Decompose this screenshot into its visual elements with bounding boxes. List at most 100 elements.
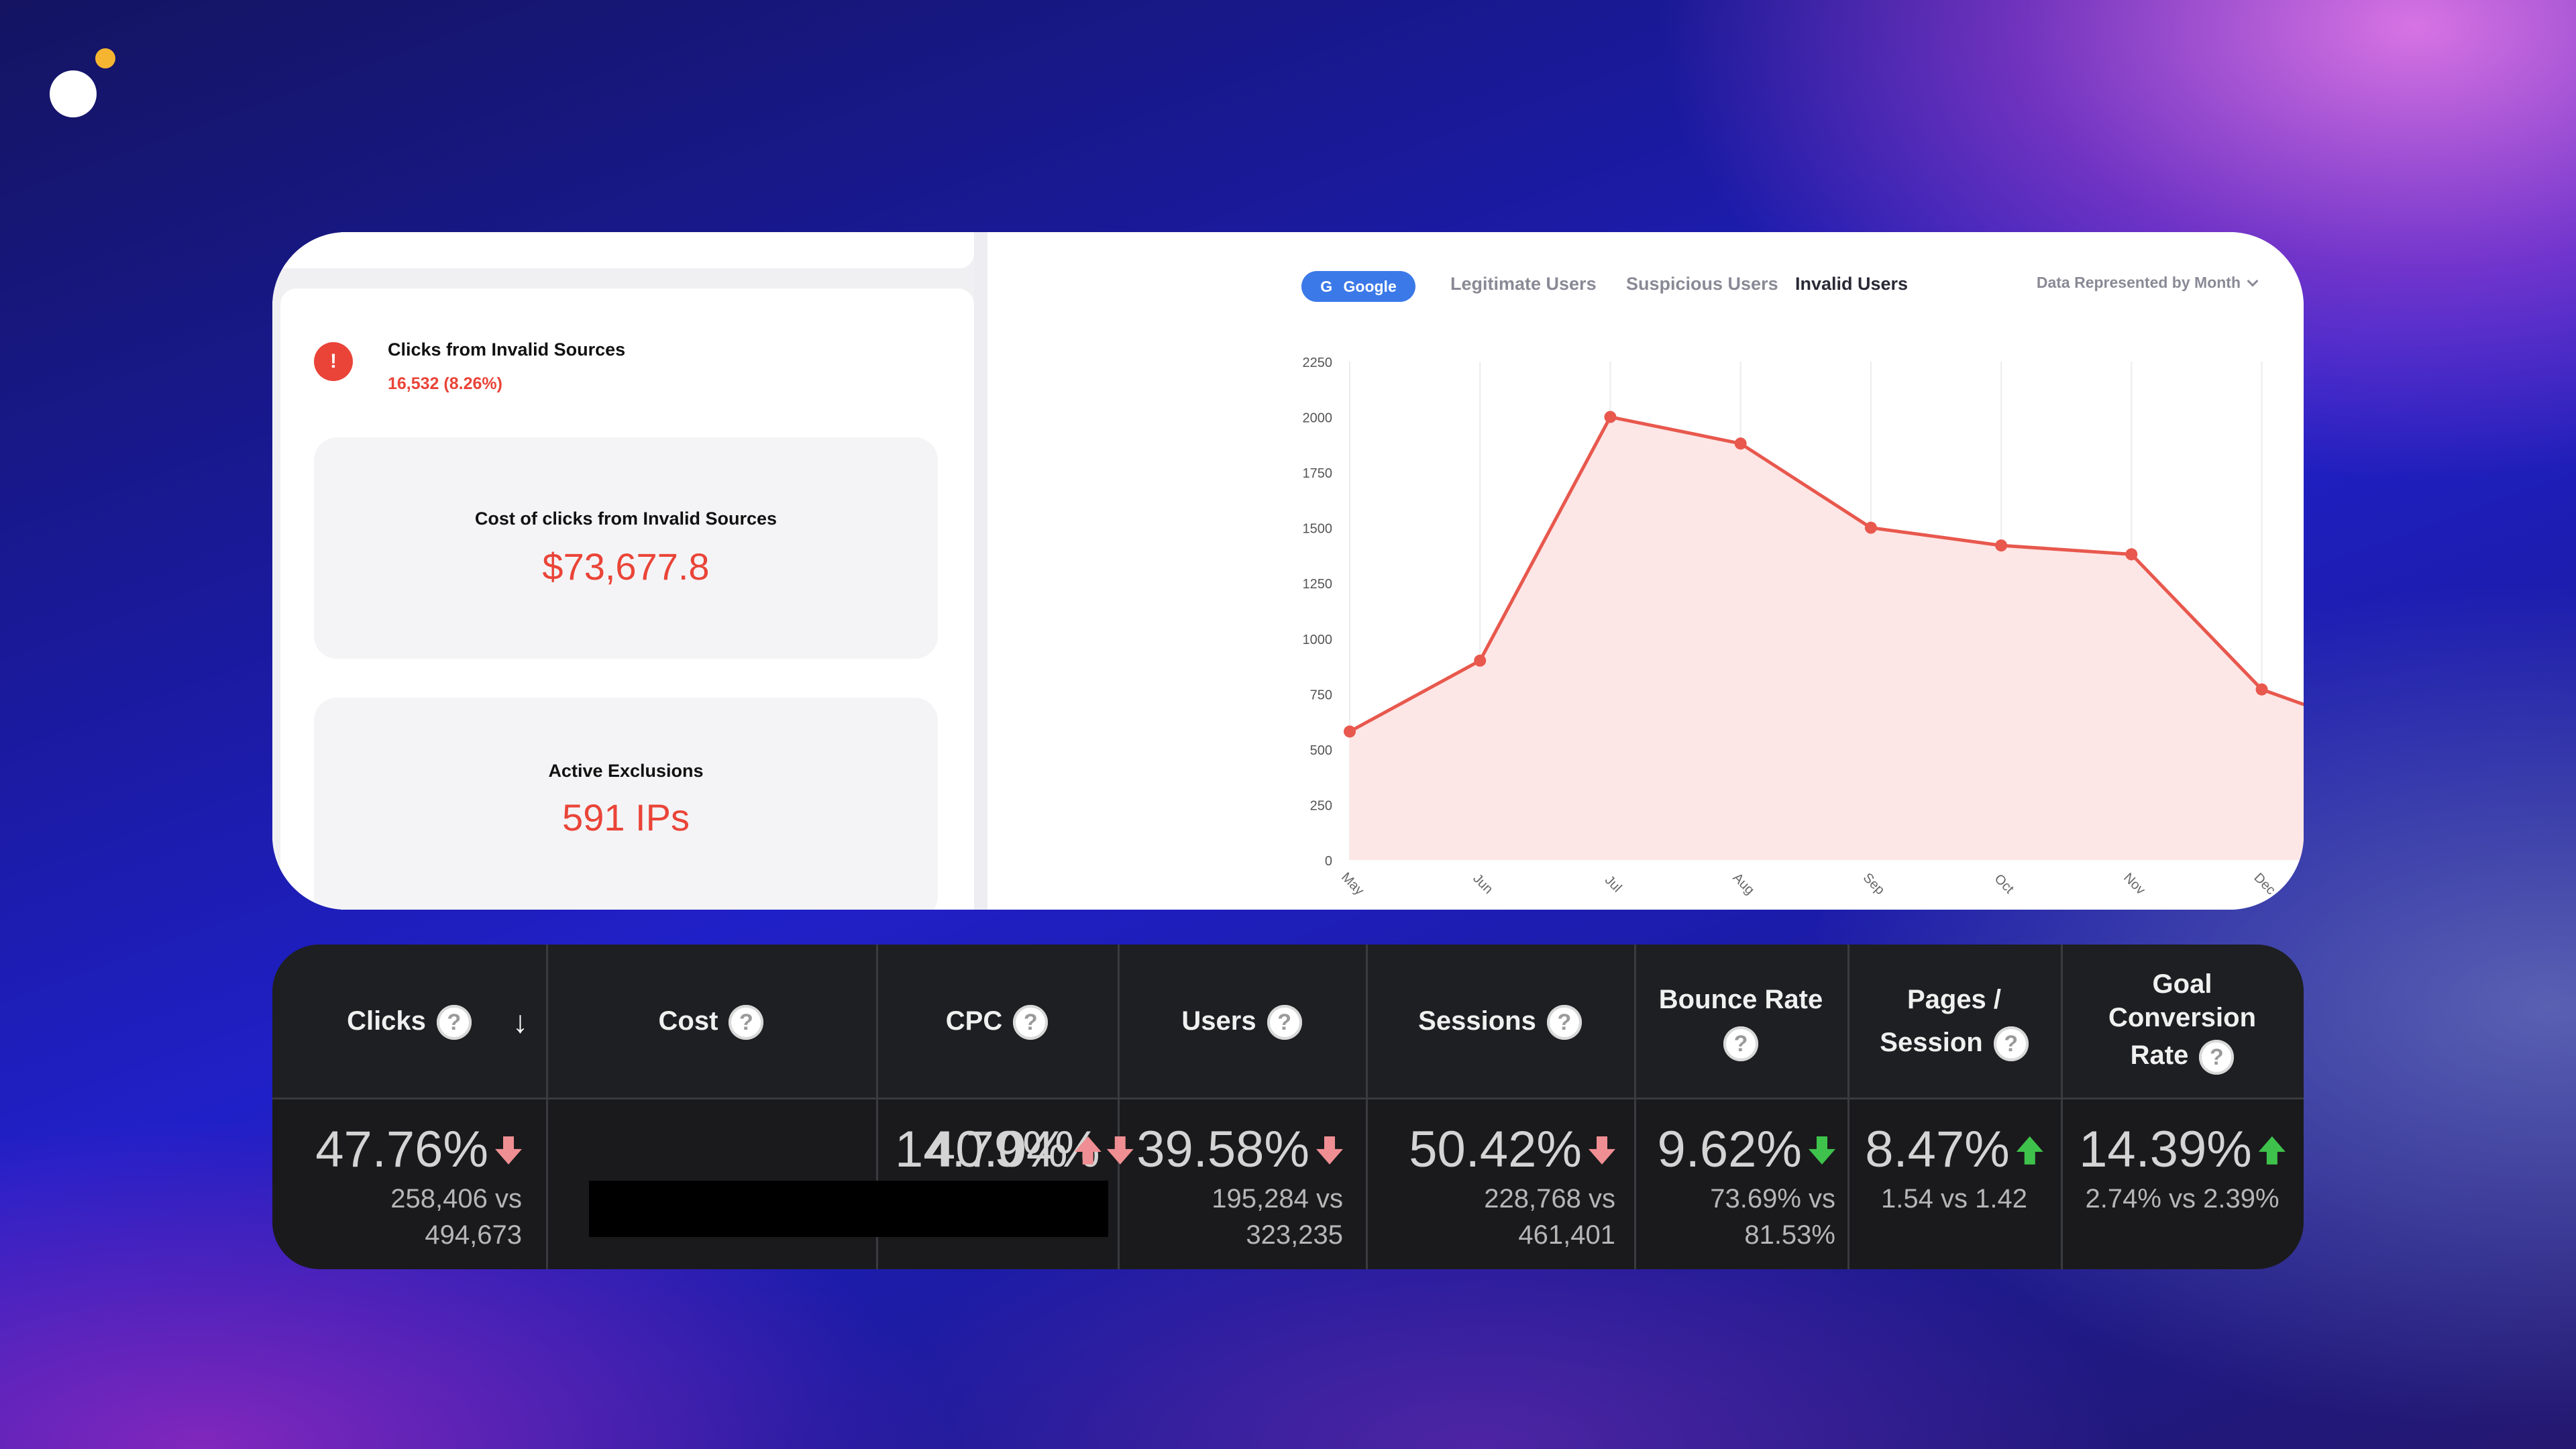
- cpc-change: 14.79%: [895, 1121, 1068, 1178]
- data-point: [1734, 437, 1747, 450]
- bounce-change: 9.62%: [1657, 1121, 1803, 1178]
- column-divider: [1118, 945, 1120, 1269]
- column-divider: [1634, 945, 1636, 1269]
- tab-legitimate-users[interactable]: Legitimate Users: [1450, 274, 1597, 294]
- bounce-compare-1: 73.69% vs: [1710, 1184, 1835, 1214]
- invalid-clicks-value: 16,532 (8.26%): [388, 374, 502, 393]
- header-clicks[interactable]: Clicks?: [272, 945, 546, 1097]
- x-tick-label: Sep: [1860, 870, 1888, 898]
- help-icon[interactable]: ?: [1267, 1005, 1302, 1040]
- clicks-compare-1: 258,406 vs: [390, 1184, 522, 1214]
- cost-change: 40.04%: [927, 1121, 1100, 1178]
- sort-down-icon[interactable]: ↓: [513, 1004, 528, 1039]
- data-point: [1474, 654, 1487, 667]
- month-dropdown-label: Data Represented by Month: [2036, 274, 2241, 291]
- header-pages-label-1: Pages /: [1907, 985, 2002, 1014]
- metrics-table: Clicks? ↓ Cost? CPC? Users? Sessions? Bo…: [272, 945, 2304, 1269]
- data-point: [2255, 683, 2268, 696]
- arrow-down-icon: [495, 1136, 522, 1165]
- header-users[interactable]: Users?: [1118, 945, 1366, 1097]
- month-dropdown[interactable]: Data Represented by Month: [2036, 274, 2259, 292]
- data-point: [1995, 539, 2008, 552]
- tab-suspicious-users[interactable]: Suspicious Users: [1626, 274, 1778, 294]
- header-cpc-label: CPC: [945, 1006, 1003, 1036]
- header-goal-conversion-rate[interactable]: Goal Conversion Rate?: [2061, 945, 2304, 1097]
- y-axis-ticks: 0 250 500 750 1000 1250 1500 1750 2000 2250: [1303, 356, 1333, 869]
- goal-change: 14.39%: [2079, 1121, 2252, 1178]
- bounce-cell: 9.62% 73.69% vs 81.53%: [1634, 1100, 1835, 1269]
- header-divider: [272, 1097, 2304, 1099]
- y-tick-label: 2000: [1303, 411, 1333, 426]
- cpc-cell: 14.79%: [876, 1100, 1118, 1269]
- arrow-up-icon: [1074, 1136, 1102, 1165]
- goal-cell: 14.39% 2.74% vs 2.39%: [2061, 1100, 2304, 1269]
- data-point: [1344, 725, 1356, 738]
- header-bounce-rate[interactable]: Bounce Rate ?: [1634, 945, 1847, 1097]
- y-tick-label: 500: [1310, 743, 1332, 758]
- x-tick-label: Nov: [2121, 870, 2148, 898]
- dashboard-card: ! Clicks from Invalid Sources 16,532 (8.…: [272, 232, 2304, 910]
- header-cost[interactable]: Cost?: [546, 945, 876, 1097]
- header-goal-label-1: Goal: [2152, 969, 2212, 1000]
- help-icon[interactable]: ?: [729, 1005, 764, 1040]
- chart-area-fill: [1350, 417, 2304, 860]
- invalid-users-chart: 0 250 500 750 1000 1250 1500 1750 2000 2250 May Ju…: [1303, 356, 2304, 898]
- header-cost-label: Cost: [658, 1006, 718, 1036]
- pages-change: 8.47%: [1865, 1121, 2010, 1178]
- cost-invalid-box: Cost of clicks from Invalid Sources $73,…: [314, 437, 938, 659]
- sessions-change: 50.42%: [1409, 1121, 1582, 1178]
- help-icon[interactable]: ?: [436, 1005, 472, 1040]
- header-bounce-label: Bounce Rate: [1658, 985, 1823, 1014]
- header-sessions[interactable]: Sessions?: [1366, 945, 1634, 1097]
- header-pages-label-2: Session: [1880, 1028, 1983, 1057]
- arrow-up-icon: [2016, 1136, 2043, 1165]
- x-tick-label: May: [1338, 870, 1366, 898]
- x-tick-label: Jul: [1602, 873, 1625, 896]
- clicks-compare-2: 494,673: [425, 1220, 522, 1250]
- logo-dot-small: [95, 48, 115, 68]
- y-tick-label: 1750: [1303, 466, 1333, 481]
- x-axis-ticks: MayJunJulAugSepOctNovDecJanFeb: [1338, 870, 2278, 898]
- data-point: [1604, 411, 1617, 423]
- x-tick-label: Aug: [1730, 870, 1758, 898]
- help-icon[interactable]: ?: [1546, 1005, 1582, 1040]
- tab-invalid-users[interactable]: Invalid Users: [1795, 274, 1909, 294]
- header-pages-session[interactable]: Pages / Session?: [1847, 945, 2061, 1097]
- chart-series-line: [1348, 415, 2304, 733]
- alert-icon: !: [314, 342, 353, 381]
- help-icon[interactable]: ?: [1013, 1005, 1049, 1040]
- tab-google[interactable]: G Google: [1301, 271, 1415, 302]
- y-tick-label: 750: [1310, 688, 1332, 702]
- arrow-down-icon: [1589, 1136, 1615, 1165]
- column-divider: [2061, 945, 2063, 1269]
- goal-compare: 2.74% vs 2.39%: [2085, 1184, 2279, 1214]
- clicks-cell: 47.76% 258,406 vs 494,673: [272, 1100, 522, 1269]
- active-exclusions-value: 591 IPs: [562, 796, 690, 839]
- pages-compare: 1.54 vs 1.42: [1881, 1184, 2027, 1214]
- google-icon: G: [1320, 278, 1333, 295]
- x-tick-label: Dec: [2251, 870, 2278, 898]
- pages-cell: 8.47% 1.54 vs 1.42: [1847, 1100, 2061, 1269]
- sessions-compare-1: 228,768 vs: [1484, 1184, 1615, 1214]
- help-icon[interactable]: ?: [1993, 1026, 2029, 1062]
- header-cpc[interactable]: CPC?: [876, 945, 1118, 1097]
- y-tick-label: 1250: [1303, 577, 1333, 592]
- bounce-compare-2: 81.53%: [1744, 1220, 1835, 1250]
- redacted-block: [589, 1181, 1108, 1237]
- summary-panel: ! Clicks from Invalid Sources 16,532 (8.…: [272, 232, 974, 910]
- cost-invalid-label: Cost of clicks from Invalid Sources: [474, 508, 777, 529]
- active-exclusions-box: Active Exclusions 591 IPs: [314, 698, 938, 910]
- column-divider: [876, 945, 878, 1269]
- y-tick-label: 250: [1310, 798, 1332, 813]
- active-exclusions-label: Active Exclusions: [548, 761, 704, 781]
- header-clicks-label: Clicks: [347, 1006, 426, 1036]
- y-tick-label: 2250: [1303, 356, 1333, 370]
- column-divider: [1847, 945, 1849, 1269]
- clicks-change: 47.76%: [315, 1121, 488, 1178]
- sessions-compare-2: 461,401: [1518, 1220, 1615, 1250]
- users-compare-1: 195,284 vs: [1212, 1184, 1343, 1214]
- chart-points: [1344, 411, 2268, 738]
- cost-invalid-value: $73,677.8: [542, 545, 710, 588]
- help-icon[interactable]: ?: [1723, 1026, 1758, 1062]
- help-icon[interactable]: ?: [2199, 1039, 2235, 1075]
